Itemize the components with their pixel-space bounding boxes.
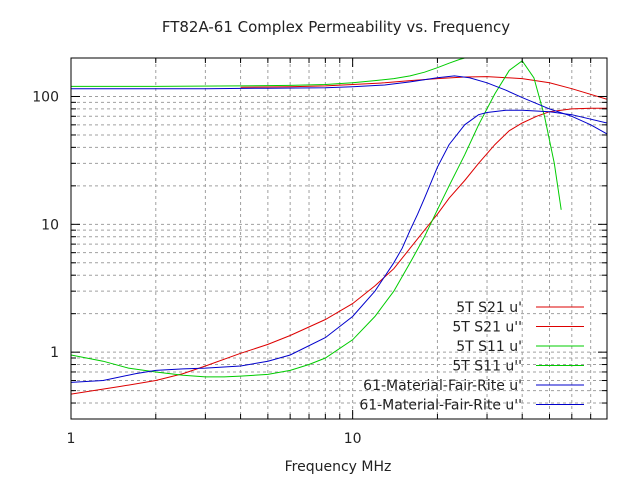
legend-label: 5T S11 u'' xyxy=(452,359,522,375)
legend: 5T S21 u' 5T S21 u'' 5T S11 u' 5T S11 u'' 61… xyxy=(359,300,584,414)
series-line-5 xyxy=(71,75,607,135)
legend-label: 5T S11 u' xyxy=(456,339,522,355)
legend-label: 5T S21 u'' xyxy=(452,320,522,336)
series-line-6 xyxy=(71,109,607,383)
plot-frame xyxy=(70,57,608,420)
y-tick-label: 10 xyxy=(41,217,59,233)
series-lines xyxy=(71,58,607,395)
series-line-1 xyxy=(240,76,607,100)
series-line-3 xyxy=(71,58,465,87)
series-line-4 xyxy=(71,60,562,378)
x-axis-label: Frequency MHz xyxy=(285,459,392,475)
x-tick-label: 10 xyxy=(344,431,362,447)
x-tick-label: 1 xyxy=(67,431,76,447)
grid-lines xyxy=(71,58,607,419)
axis-ticks: 1 10 1 10 100 xyxy=(32,57,608,447)
chart-title: FT82A-61 Complex Permeability vs. Freque… xyxy=(162,18,510,36)
series-line-2 xyxy=(71,107,607,395)
y-tick-label: 1 xyxy=(50,345,59,361)
legend-label: 61-Material-Fair-Rite u'' xyxy=(359,398,522,414)
legend-label: 61-Material-Fair-Rite u' xyxy=(363,378,522,394)
legend-label: 5T S21 u' xyxy=(456,300,522,316)
y-tick-label: 100 xyxy=(32,89,59,105)
